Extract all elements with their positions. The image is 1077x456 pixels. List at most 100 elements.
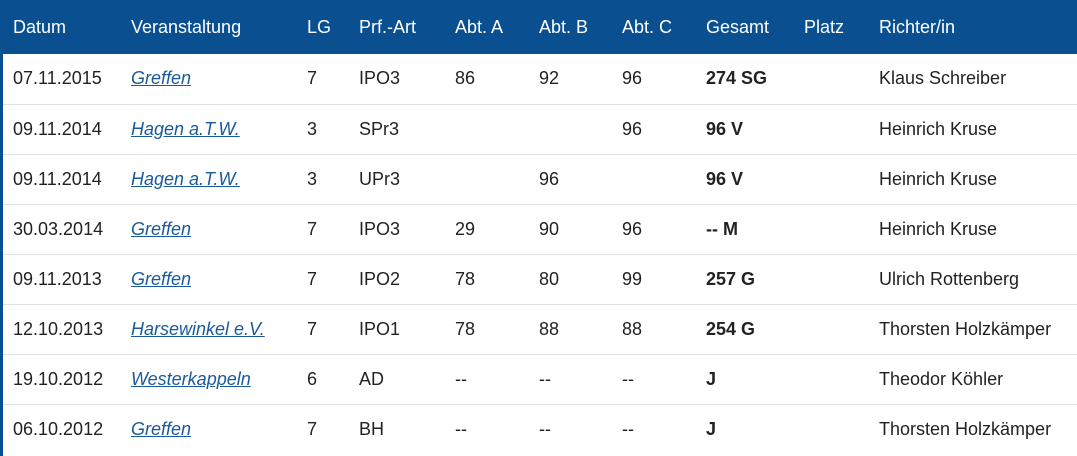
cell-datum: 12.10.2013 <box>13 318 104 339</box>
table-left-edge <box>0 0 3 456</box>
cell-datum: 09.11.2013 <box>13 268 102 289</box>
cell-veranstaltung: Greffen <box>131 254 307 304</box>
cell-platz <box>804 154 879 204</box>
table-row: 30.03.2014 Greffen 7 IPO3 29 90 96 -- M … <box>0 204 1077 254</box>
cell-platz <box>804 54 879 104</box>
cell-lg: 6 <box>307 368 318 389</box>
event-link[interactable]: Greffen <box>131 68 192 89</box>
cell-pruefungsart: AD <box>359 368 385 389</box>
cell-abt-a <box>455 104 539 154</box>
cell-abt-b: 80 <box>539 268 560 289</box>
event-link[interactable]: Greffen <box>131 268 192 289</box>
cell-datum: 30.03.2014 <box>13 218 104 239</box>
cell-richter: Theodor Köhler <box>879 368 1004 389</box>
cell-richter: Ulrich Rottenberg <box>879 268 1020 289</box>
cell-datum: 09.11.2014 <box>13 168 102 189</box>
table-row: 09.11.2014 Hagen a.T.W. 3 SPr3 96 96 V H… <box>0 104 1077 154</box>
cell-pruefungsart: SPr3 <box>359 118 400 139</box>
cell-platz <box>804 254 879 304</box>
cell-platz <box>804 204 879 254</box>
cell-abt-a <box>455 154 539 204</box>
header-veranstaltung: Veranstaltung <box>131 16 242 37</box>
header-platz: Platz <box>804 16 845 37</box>
event-link[interactable]: Westerkappeln <box>131 368 251 389</box>
table-row: 07.11.2015 Greffen 7 IPO3 86 92 96 274 S… <box>0 54 1077 104</box>
cell-gesamt: 257 G <box>706 268 756 289</box>
cell-abt-c: 88 <box>622 318 643 339</box>
table-row: 19.10.2012 Westerkappeln 6 AD -- -- -- J… <box>0 354 1077 404</box>
cell-richter: Heinrich Kruse <box>879 168 998 189</box>
table-header: Datum Veranstaltung LG Prf.-Art Abt. A A… <box>0 0 1077 54</box>
cell-abt-b: 92 <box>539 68 560 89</box>
header-gesamt: Gesamt <box>706 16 770 37</box>
cell-richter: Thorsten Holzkämper <box>879 318 1052 339</box>
cell-richter: Heinrich Kruse <box>879 118 998 139</box>
cell-abt-a: 78 <box>455 268 476 289</box>
cell-platz <box>804 304 879 354</box>
cell-gesamt: 274 SG <box>706 68 768 89</box>
cell-lg: 7 <box>307 68 318 89</box>
header-abt-a: Abt. A <box>455 16 504 37</box>
table-row: 12.10.2013 Harsewinkel e.V. 7 IPO1 78 88… <box>0 304 1077 354</box>
table-body: 07.11.2015 Greffen 7 IPO3 86 92 96 274 S… <box>0 54 1077 454</box>
cell-abt-b: 90 <box>539 218 560 239</box>
cell-abt-c: -- <box>622 368 634 389</box>
table-row: 09.11.2014 Hagen a.T.W. 3 UPr3 96 96 V H… <box>0 154 1077 204</box>
cell-lg: 7 <box>307 268 318 289</box>
cell-pruefungsart: UPr3 <box>359 168 401 189</box>
event-link[interactable]: Harsewinkel e.V. <box>131 318 265 339</box>
cell-abt-a: -- <box>455 418 467 439</box>
cell-datum: 09.11.2014 <box>13 118 102 139</box>
cell-gesamt: J <box>706 368 717 389</box>
cell-pruefungsart: BH <box>359 418 385 439</box>
cell-abt-b <box>539 104 622 154</box>
cell-gesamt: -- M <box>706 218 738 239</box>
event-link[interactable]: Greffen <box>131 218 192 239</box>
header-row: Datum Veranstaltung LG Prf.-Art Abt. A A… <box>0 0 1077 54</box>
header-richter: Richter/in <box>879 16 956 37</box>
cell-lg: 7 <box>307 318 318 339</box>
cell-veranstaltung: Harsewinkel e.V. <box>131 304 307 354</box>
cell-lg: 3 <box>307 118 318 139</box>
cell-lg: 7 <box>307 218 318 239</box>
event-link[interactable]: Hagen a.T.W. <box>131 118 240 139</box>
event-link[interactable]: Greffen <box>131 418 192 439</box>
cell-gesamt: 96 V <box>706 118 744 139</box>
cell-richter: Thorsten Holzkämper <box>879 418 1052 439</box>
cell-abt-a: -- <box>455 368 467 389</box>
cell-datum: 07.11.2015 <box>13 68 102 89</box>
cell-abt-c: 99 <box>622 268 643 289</box>
cell-pruefungsart: IPO3 <box>359 68 401 89</box>
cell-richter: Klaus Schreiber <box>879 68 1007 89</box>
table-row: 09.11.2013 Greffen 7 IPO2 78 80 99 257 G… <box>0 254 1077 304</box>
cell-abt-c: -- <box>622 418 634 439</box>
header-abt-b: Abt. B <box>539 16 589 37</box>
cell-abt-b: -- <box>539 418 551 439</box>
cell-abt-a: 86 <box>455 68 476 89</box>
cell-platz <box>804 354 879 404</box>
cell-veranstaltung: Westerkappeln <box>131 354 307 404</box>
cell-richter: Heinrich Kruse <box>879 218 998 239</box>
cell-abt-c: 96 <box>622 118 643 139</box>
cell-veranstaltung: Greffen <box>131 404 307 454</box>
cell-platz <box>804 404 879 454</box>
cell-datum: 19.10.2012 <box>13 368 104 389</box>
cell-gesamt: 254 G <box>706 318 756 339</box>
cell-abt-a: 29 <box>455 218 476 239</box>
cell-veranstaltung: Greffen <box>131 204 307 254</box>
table-row: 06.10.2012 Greffen 7 BH -- -- -- J Thors… <box>0 404 1077 454</box>
cell-veranstaltung: Greffen <box>131 54 307 104</box>
header-abt-c: Abt. C <box>622 16 673 37</box>
cell-gesamt: 96 V <box>706 168 744 189</box>
header-pruefungsart: Prf.-Art <box>359 16 416 37</box>
event-link[interactable]: Hagen a.T.W. <box>131 168 240 189</box>
header-lg: LG <box>307 16 332 37</box>
cell-platz <box>804 104 879 154</box>
cell-pruefungsart: IPO1 <box>359 318 401 339</box>
cell-datum: 06.10.2012 <box>13 418 104 439</box>
cell-veranstaltung: Hagen a.T.W. <box>131 104 307 154</box>
cell-abt-b: -- <box>539 368 551 389</box>
cell-lg: 7 <box>307 418 318 439</box>
cell-abt-c <box>622 154 706 204</box>
